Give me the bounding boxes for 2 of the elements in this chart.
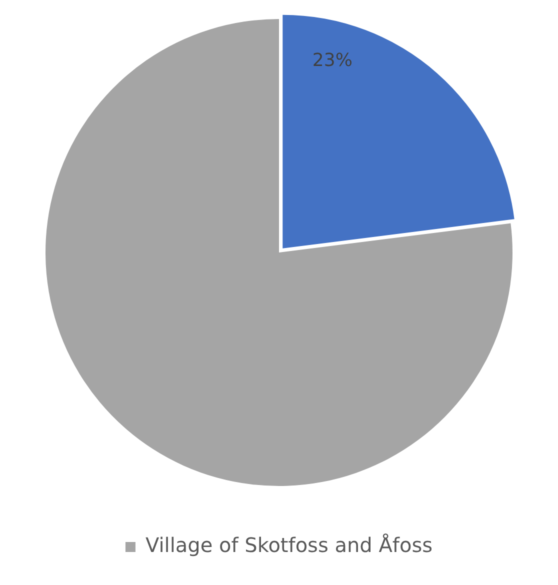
legend-label: Village of Skotfoss and Åfoss bbox=[145, 533, 433, 558]
data-label: 23% bbox=[312, 50, 352, 72]
